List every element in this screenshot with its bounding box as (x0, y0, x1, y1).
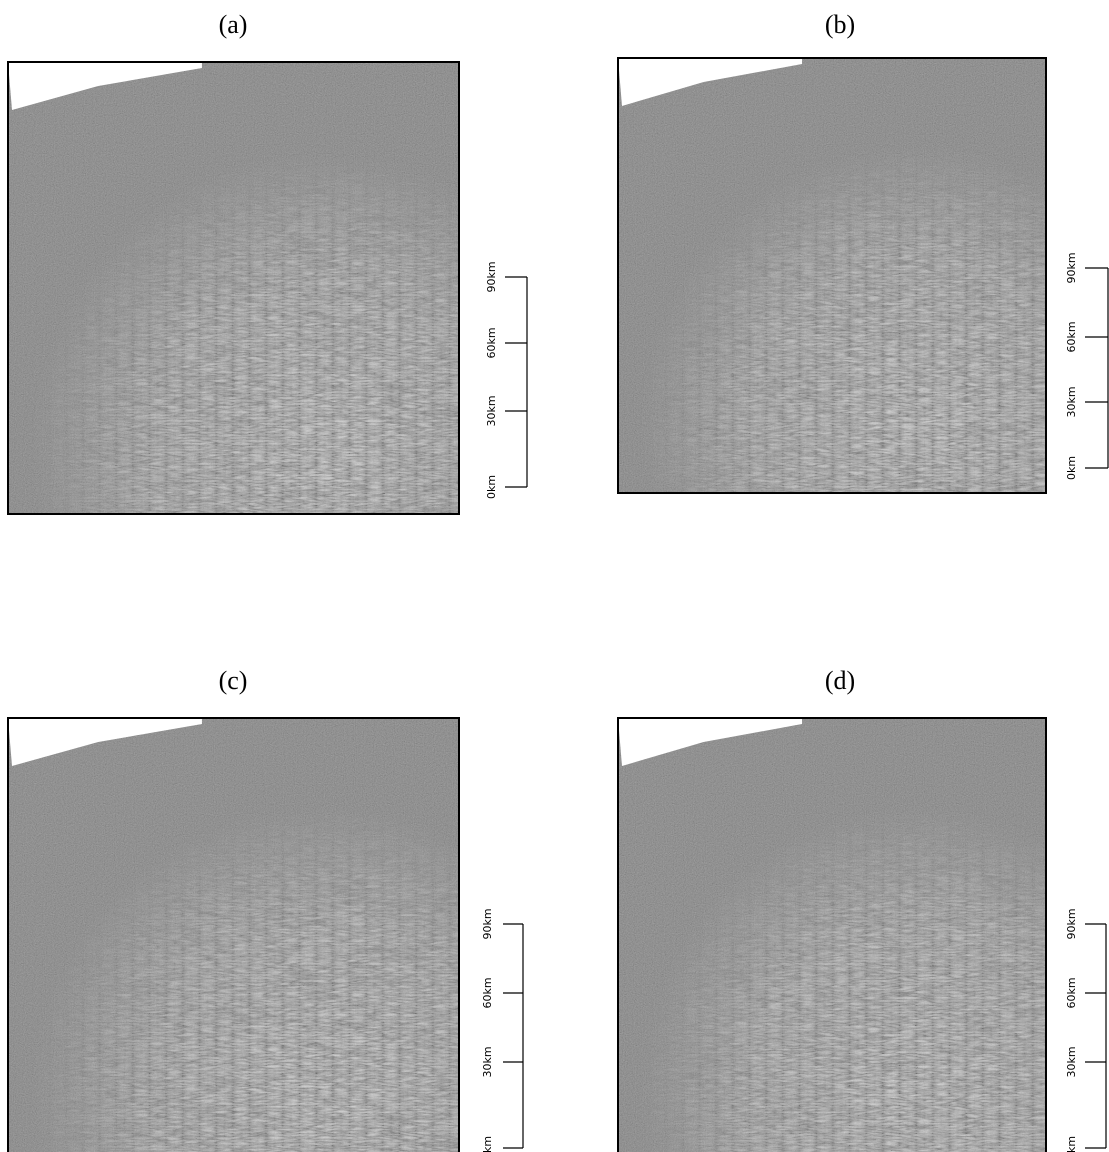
panel-label: (c) (219, 666, 248, 695)
scale-label: 60km (1065, 321, 1078, 352)
terrain-image (618, 58, 1046, 493)
scale-label: 30km (1065, 386, 1078, 417)
scale-label: 90km (1065, 908, 1078, 939)
scale-bar: 0km 30km 60km 90km (485, 261, 527, 499)
scale-label: 30km (481, 1046, 494, 1077)
panel: (a) 0km 30km 60km 90km (8, 10, 527, 514)
scale-label: 0km (1065, 1136, 1078, 1152)
image-ridges (8, 62, 459, 514)
terrain-image (8, 718, 459, 1152)
scale-bar: 0km 30km 60km 90km (1065, 252, 1108, 480)
panel: (d) 0km 30km 60km 90km (618, 666, 1106, 1152)
scale-label: 0km (485, 475, 498, 499)
terrain-image (8, 62, 459, 514)
panel-label: (b) (825, 10, 855, 39)
figure: (a) 0km 30km 60km 90km (b) 0km 30km 60km 90km (c) 0… (0, 0, 1109, 1152)
panel: (b) 0km 30km 60km 90km (618, 10, 1108, 493)
scale-label: 90km (1065, 252, 1078, 283)
scale-label: 60km (1065, 977, 1078, 1008)
scale-label: 0km (481, 1136, 494, 1152)
panel: (c) 0km 30km 60km 90km (8, 666, 523, 1152)
scale-label: 30km (485, 395, 498, 426)
terrain-image (618, 718, 1046, 1152)
scale-label: 0km (1065, 456, 1078, 480)
scale-label: 30km (1065, 1046, 1078, 1077)
scale-bar: 0km 30km 60km 90km (481, 908, 523, 1152)
panel-label: (d) (825, 666, 855, 695)
image-ridges (618, 718, 1046, 1152)
scale-label: 90km (481, 908, 494, 939)
image-ridges (8, 718, 459, 1152)
scale-label: 90km (485, 261, 498, 292)
image-ridges (618, 58, 1046, 493)
scale-label: 60km (481, 977, 494, 1008)
scale-label: 60km (485, 327, 498, 358)
scale-bar: 0km 30km 60km 90km (1065, 908, 1106, 1152)
panel-label: (a) (219, 10, 248, 39)
